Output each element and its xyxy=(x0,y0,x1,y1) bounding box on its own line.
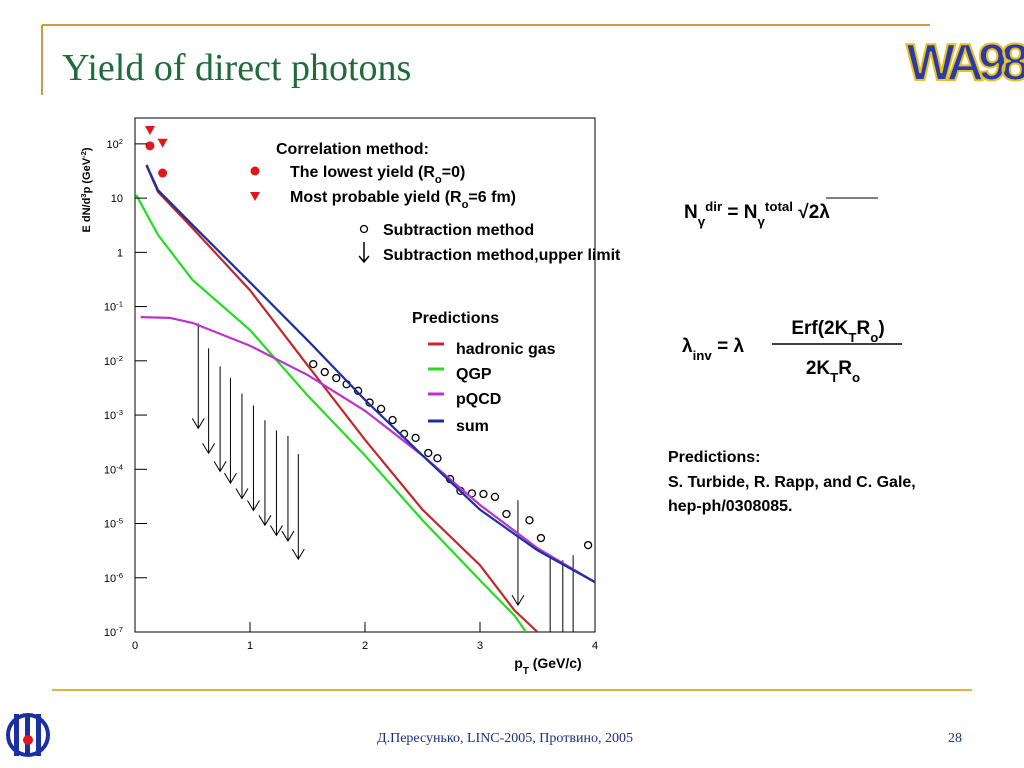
equation: Nγdir = Nγtotal √2λ xyxy=(684,199,830,229)
marker-circle xyxy=(433,454,442,463)
footer: Д.Пересунько, LINC-2005, Протвино, 2005 xyxy=(377,731,633,746)
legend-label: sum xyxy=(456,418,489,435)
marker-circle xyxy=(309,359,318,369)
marker-upper-limit xyxy=(281,436,295,543)
marker-upper-limit xyxy=(191,323,205,430)
y-tick-label: 10 xyxy=(111,193,123,205)
marker-upper-limit xyxy=(213,366,227,473)
curve xyxy=(145,164,595,584)
marker-circle xyxy=(388,415,397,425)
note: Predictions: xyxy=(668,449,760,466)
legend-header: Predictions xyxy=(412,310,499,327)
slide-title: Yield of direct photons xyxy=(62,47,411,89)
y-tick-label: 10-6 xyxy=(104,570,123,585)
legend-header: Correlation method: xyxy=(276,141,429,158)
marker-circle xyxy=(424,448,433,458)
marker-upper-limit xyxy=(562,560,564,632)
plot-area xyxy=(135,126,595,632)
x-axis-label: pT (GeV/c) xyxy=(514,655,581,677)
marker-circle xyxy=(359,224,369,234)
legend-label: hadronic gas xyxy=(456,341,556,358)
marker-upper-limit xyxy=(549,555,551,632)
marker-circle xyxy=(320,367,329,377)
marker-circle xyxy=(536,533,546,543)
marker-circle xyxy=(365,398,374,407)
marker-upper-limit xyxy=(291,454,305,561)
logo: WA98 xyxy=(906,34,1024,92)
marker-circle xyxy=(376,404,386,414)
legend-label: The lowest yield (Ro=0) xyxy=(290,164,465,186)
curve xyxy=(140,315,595,584)
marker-circle xyxy=(525,516,534,525)
y-tick-label: 10-7 xyxy=(104,625,123,640)
y-tick-label: 10-1 xyxy=(104,299,123,314)
equation: 2KTRo xyxy=(806,358,860,385)
equation: λinv = λ xyxy=(682,336,744,363)
marker-circle xyxy=(583,540,593,550)
marker-upper-limit xyxy=(247,405,260,512)
legend-label: QGP xyxy=(456,366,492,383)
x-tick-label: 0 xyxy=(132,640,138,652)
marker-circle xyxy=(332,373,341,383)
marker-circle xyxy=(502,509,511,519)
marker-triangle xyxy=(144,126,155,136)
y-tick-label: 102 xyxy=(106,136,123,151)
marker-upper-limit xyxy=(270,430,283,537)
y-tick-label: 1 xyxy=(117,247,123,259)
legend-label: Subtraction method,upper limit xyxy=(383,247,621,264)
marker-upper-limit xyxy=(202,348,216,455)
marker-triangle xyxy=(250,192,260,201)
legend-label: Subtraction method xyxy=(383,222,534,239)
y-tick-label: 10-3 xyxy=(104,408,123,423)
marker-upper-limit xyxy=(224,378,237,485)
marker-circle xyxy=(411,433,420,442)
legend-swatch xyxy=(358,242,370,264)
x-tick-label: 3 xyxy=(477,640,483,652)
marker-circle xyxy=(490,492,500,502)
marker-dot xyxy=(145,141,155,151)
curve xyxy=(145,165,539,632)
y-tick-label: 10-2 xyxy=(104,353,123,368)
marker-upper-limit xyxy=(258,420,272,527)
x-tick-label: 1 xyxy=(247,640,253,652)
marker-upper-limit xyxy=(235,393,249,500)
marker-dot xyxy=(250,166,260,176)
y-tick-label: 10-4 xyxy=(104,462,124,477)
marker-circle xyxy=(479,489,488,499)
marker-triangle xyxy=(157,138,168,148)
page-number: 28 xyxy=(948,731,962,746)
marker-upper-limit xyxy=(511,500,525,607)
legend-label: pQCD xyxy=(456,391,501,408)
note: S. Turbide, R. Rapp, and C. Gale, xyxy=(668,474,916,491)
x-tick-label: 4 xyxy=(592,640,598,652)
marker-upper-limit xyxy=(572,555,574,632)
institute-logo xyxy=(6,713,50,757)
x-tick-label: 2 xyxy=(362,640,368,652)
curve xyxy=(135,194,527,632)
marker-dot xyxy=(158,168,168,178)
equation: Erf(2KTRo) xyxy=(791,318,884,345)
legend-label: Most probable yield (Ro=6 fm) xyxy=(290,189,516,211)
y-axis-label: E dN/d3p (GeV-2) xyxy=(79,147,94,232)
y-tick-label: 10-5 xyxy=(104,516,123,531)
note: hep-ph/0308085. xyxy=(668,498,793,515)
